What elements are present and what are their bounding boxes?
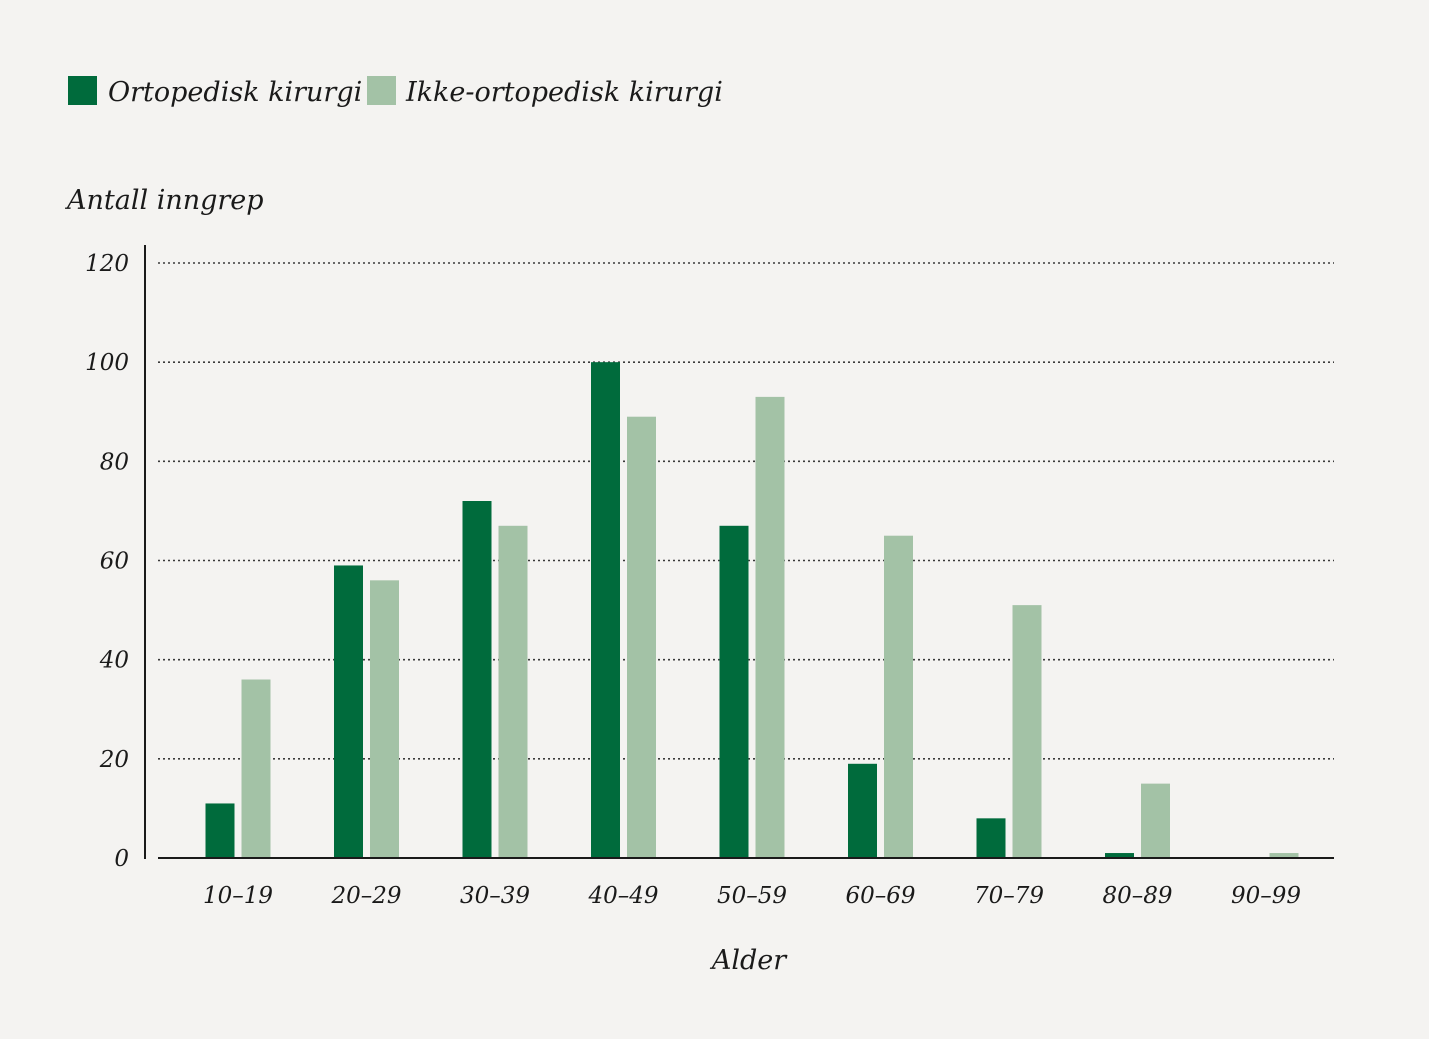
x-tick-label: 20–29 [330, 883, 401, 909]
bar-ortopedisk-20–29 [334, 565, 363, 858]
bar-ikke-ortopedisk-30–39 [498, 525, 528, 858]
y-tick-label: 120 [85, 251, 129, 277]
x-tick-label: 30–39 [460, 883, 530, 909]
x-tick-label: 50–59 [717, 883, 787, 909]
x-axis-title: Alder [709, 945, 788, 976]
bars [205, 362, 1299, 858]
bar-ortopedisk-50–59 [719, 525, 749, 858]
bar-ortopedisk-70–79 [976, 818, 1006, 858]
bar-ortopedisk-40–49 [591, 362, 620, 858]
x-tick-label: 80–89 [1102, 883, 1172, 909]
legend-swatch-ikke-ortopedisk [367, 76, 396, 105]
y-tick-label: 20 [99, 747, 129, 773]
bar-ikke-ortopedisk-80–89 [1141, 783, 1170, 858]
x-tick-label: 10–19 [203, 883, 273, 909]
y-axis-title: Antall inngrep [64, 185, 264, 216]
y-tick-label: 80 [100, 449, 129, 475]
x-tick-label: 70–79 [974, 883, 1044, 909]
legend-label-ikke-ortopedisk: Ikke-ortopedisk kirurgi [405, 77, 723, 108]
y-tick-label: 0 [114, 846, 129, 872]
x-tick-label: 90–99 [1231, 883, 1301, 909]
bar-ikke-ortopedisk-20–29 [370, 580, 399, 858]
bar-ikke-ortopedisk-50–59 [755, 396, 785, 858]
bar-ortopedisk-30–39 [462, 501, 492, 858]
x-tick-label: 60–69 [845, 883, 915, 909]
bar-ikke-ortopedisk-90–99 [1269, 853, 1299, 858]
y-tick-label: 60 [100, 549, 129, 575]
bar-ortopedisk-60–69 [848, 763, 877, 858]
bar-ikke-ortopedisk-60–69 [884, 535, 913, 858]
y-tick-labels: 0 20 40 60 80 100 120 [85, 251, 129, 872]
bar-ortopedisk-10–19 [205, 803, 235, 858]
bar-ikke-ortopedisk-10–19 [241, 679, 271, 858]
legend-swatch-ortopedisk [68, 76, 97, 105]
bar-ortopedisk-80–89 [1105, 853, 1134, 858]
x-tick-label: 40–49 [587, 883, 658, 909]
y-tick-label: 40 [99, 648, 129, 674]
bar-ikke-ortopedisk-40–49 [627, 416, 656, 858]
legend: Ortopedisk kirurgi Ikke-ortopedisk kirur… [68, 76, 723, 108]
x-tick-labels: 10–19 20–29 30–39 40–49 50–59 60–69 70–79 80–89… [203, 883, 1301, 909]
bar-ikke-ortopedisk-70–79 [1012, 605, 1042, 858]
y-tick-label: 100 [85, 350, 129, 376]
legend-label-ortopedisk: Ortopedisk kirurgi [108, 77, 362, 108]
